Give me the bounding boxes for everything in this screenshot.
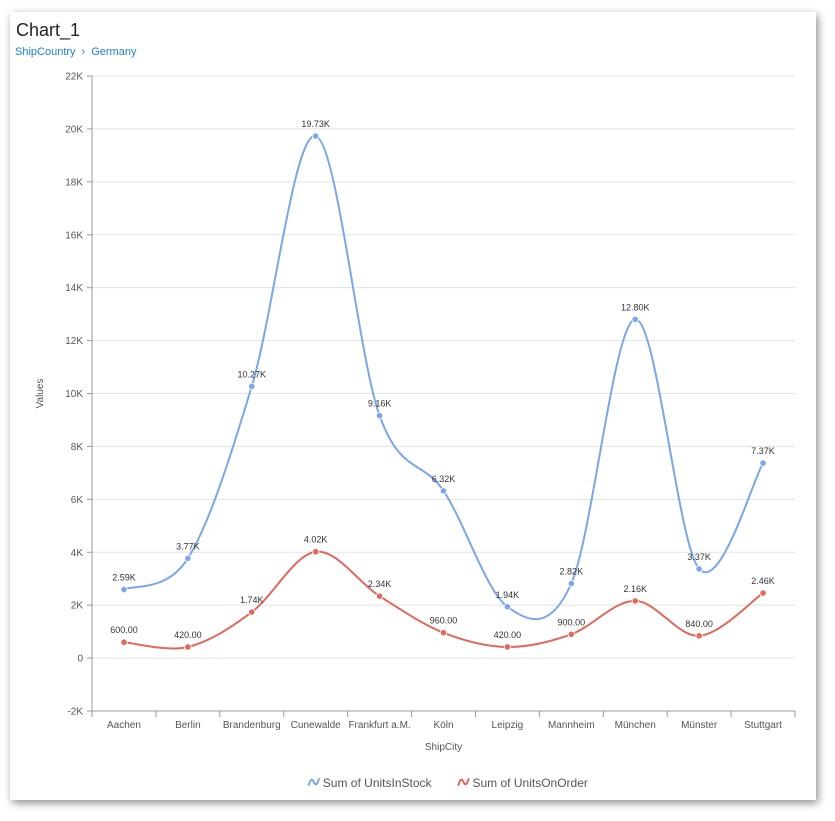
series-line-0 <box>123 135 764 621</box>
data-point <box>503 643 512 651</box>
y-tick-label: 18K <box>65 177 83 188</box>
data-label: 1.94K <box>496 590 520 600</box>
data-label: 3.37K <box>687 552 711 562</box>
y-tick-label: 14K <box>65 283 83 294</box>
data-label: 900.00 <box>558 617 586 627</box>
data-label: 19.73K <box>301 119 330 129</box>
x-tick-label: Frankfurt a.M. <box>348 720 410 731</box>
data-label: 2.59K <box>112 573 136 583</box>
y-tick-label: 12K <box>65 336 83 347</box>
data-label: 2.46K <box>751 576 775 586</box>
breadcrumb-item-germany[interactable]: Germany <box>91 46 137 58</box>
legend-line-icon[interactable] <box>307 778 320 786</box>
data-point <box>312 548 320 556</box>
data-label: 2.34K <box>368 579 392 589</box>
data-label: 3.77K <box>176 541 200 551</box>
data-point <box>120 638 128 646</box>
x-tick-label: Leipzig <box>492 720 524 731</box>
breadcrumb: ShipCountry › Germany <box>15 46 136 58</box>
x-tick-label: Mannheim <box>548 720 595 731</box>
x-tick-label: Münster <box>681 720 718 731</box>
y-tick-label: 4K <box>71 548 84 559</box>
data-label: 420.00 <box>494 630 522 640</box>
x-tick-label: Berlin <box>175 720 201 731</box>
breadcrumb-item-shipcountry[interactable]: ShipCountry <box>15 46 76 58</box>
data-label: 4.02K <box>304 535 328 545</box>
data-label: 10.27K <box>238 369 267 379</box>
y-tick-label: 20K <box>65 124 83 135</box>
data-label: 12.80K <box>621 302 650 312</box>
legend-line-icon[interactable] <box>457 778 470 786</box>
data-point <box>695 632 703 640</box>
legend-item-label[interactable]: Sum of UnitsOnOrder <box>473 776 588 790</box>
data-point <box>503 603 512 611</box>
data-label: 2.16K <box>623 584 647 594</box>
x-tick-label: Stuttgart <box>744 720 782 731</box>
data-point <box>312 132 320 140</box>
data-point <box>248 382 256 390</box>
y-tick-label: 8K <box>71 442 84 453</box>
data-point <box>120 585 128 594</box>
y-tick-label: 16K <box>65 230 83 241</box>
x-tick-label: München <box>615 720 656 731</box>
data-label: 2.82K <box>560 566 584 576</box>
data-label: 7.37K <box>751 446 775 456</box>
legend-item-label[interactable]: Sum of UnitsInStock <box>323 776 433 790</box>
y-tick-label: 22K <box>65 72 83 83</box>
y-tick-label: 2K <box>71 601 84 612</box>
data-point <box>439 487 448 495</box>
data-point <box>375 412 384 420</box>
x-tick-label: Aachen <box>107 720 141 731</box>
data-point <box>248 608 256 616</box>
chart-title: Chart_1 <box>16 20 81 40</box>
data-label: 960.00 <box>430 616 458 626</box>
x-tick-label: Köln <box>433 720 453 731</box>
chart-card: Chart_1 ShipCountry › Germany <box>10 12 816 800</box>
data-point <box>759 459 767 467</box>
y-tick-label: 6K <box>71 495 84 506</box>
x-tick-label: Brandenburg <box>223 720 281 731</box>
x-tick-label: Cunewalde <box>291 720 341 731</box>
y-tick-label: -2K <box>67 707 83 718</box>
data-point <box>184 643 192 651</box>
y-tick-label: 10K <box>65 389 83 400</box>
y-axis-title: Values <box>35 379 46 409</box>
data-label: 6.32K <box>432 474 456 484</box>
data-label: 9.16K <box>368 399 392 409</box>
data-point <box>695 565 703 573</box>
y-tick-label: 0 <box>77 654 83 665</box>
x-axis-title: ShipCity <box>425 742 462 753</box>
data-label: 840.00 <box>685 619 713 629</box>
data-point <box>567 579 575 588</box>
data-point <box>184 554 192 562</box>
data-label: 1.74K <box>240 595 264 605</box>
data-label: 420.00 <box>174 630 202 640</box>
data-label: 600.00 <box>110 625 138 635</box>
data-point <box>631 315 639 324</box>
data-point <box>567 630 575 638</box>
data-point <box>439 629 448 637</box>
data-point <box>375 592 384 600</box>
data-point <box>759 589 767 597</box>
chevron-right-icon: › <box>81 46 86 58</box>
data-point <box>631 597 639 605</box>
